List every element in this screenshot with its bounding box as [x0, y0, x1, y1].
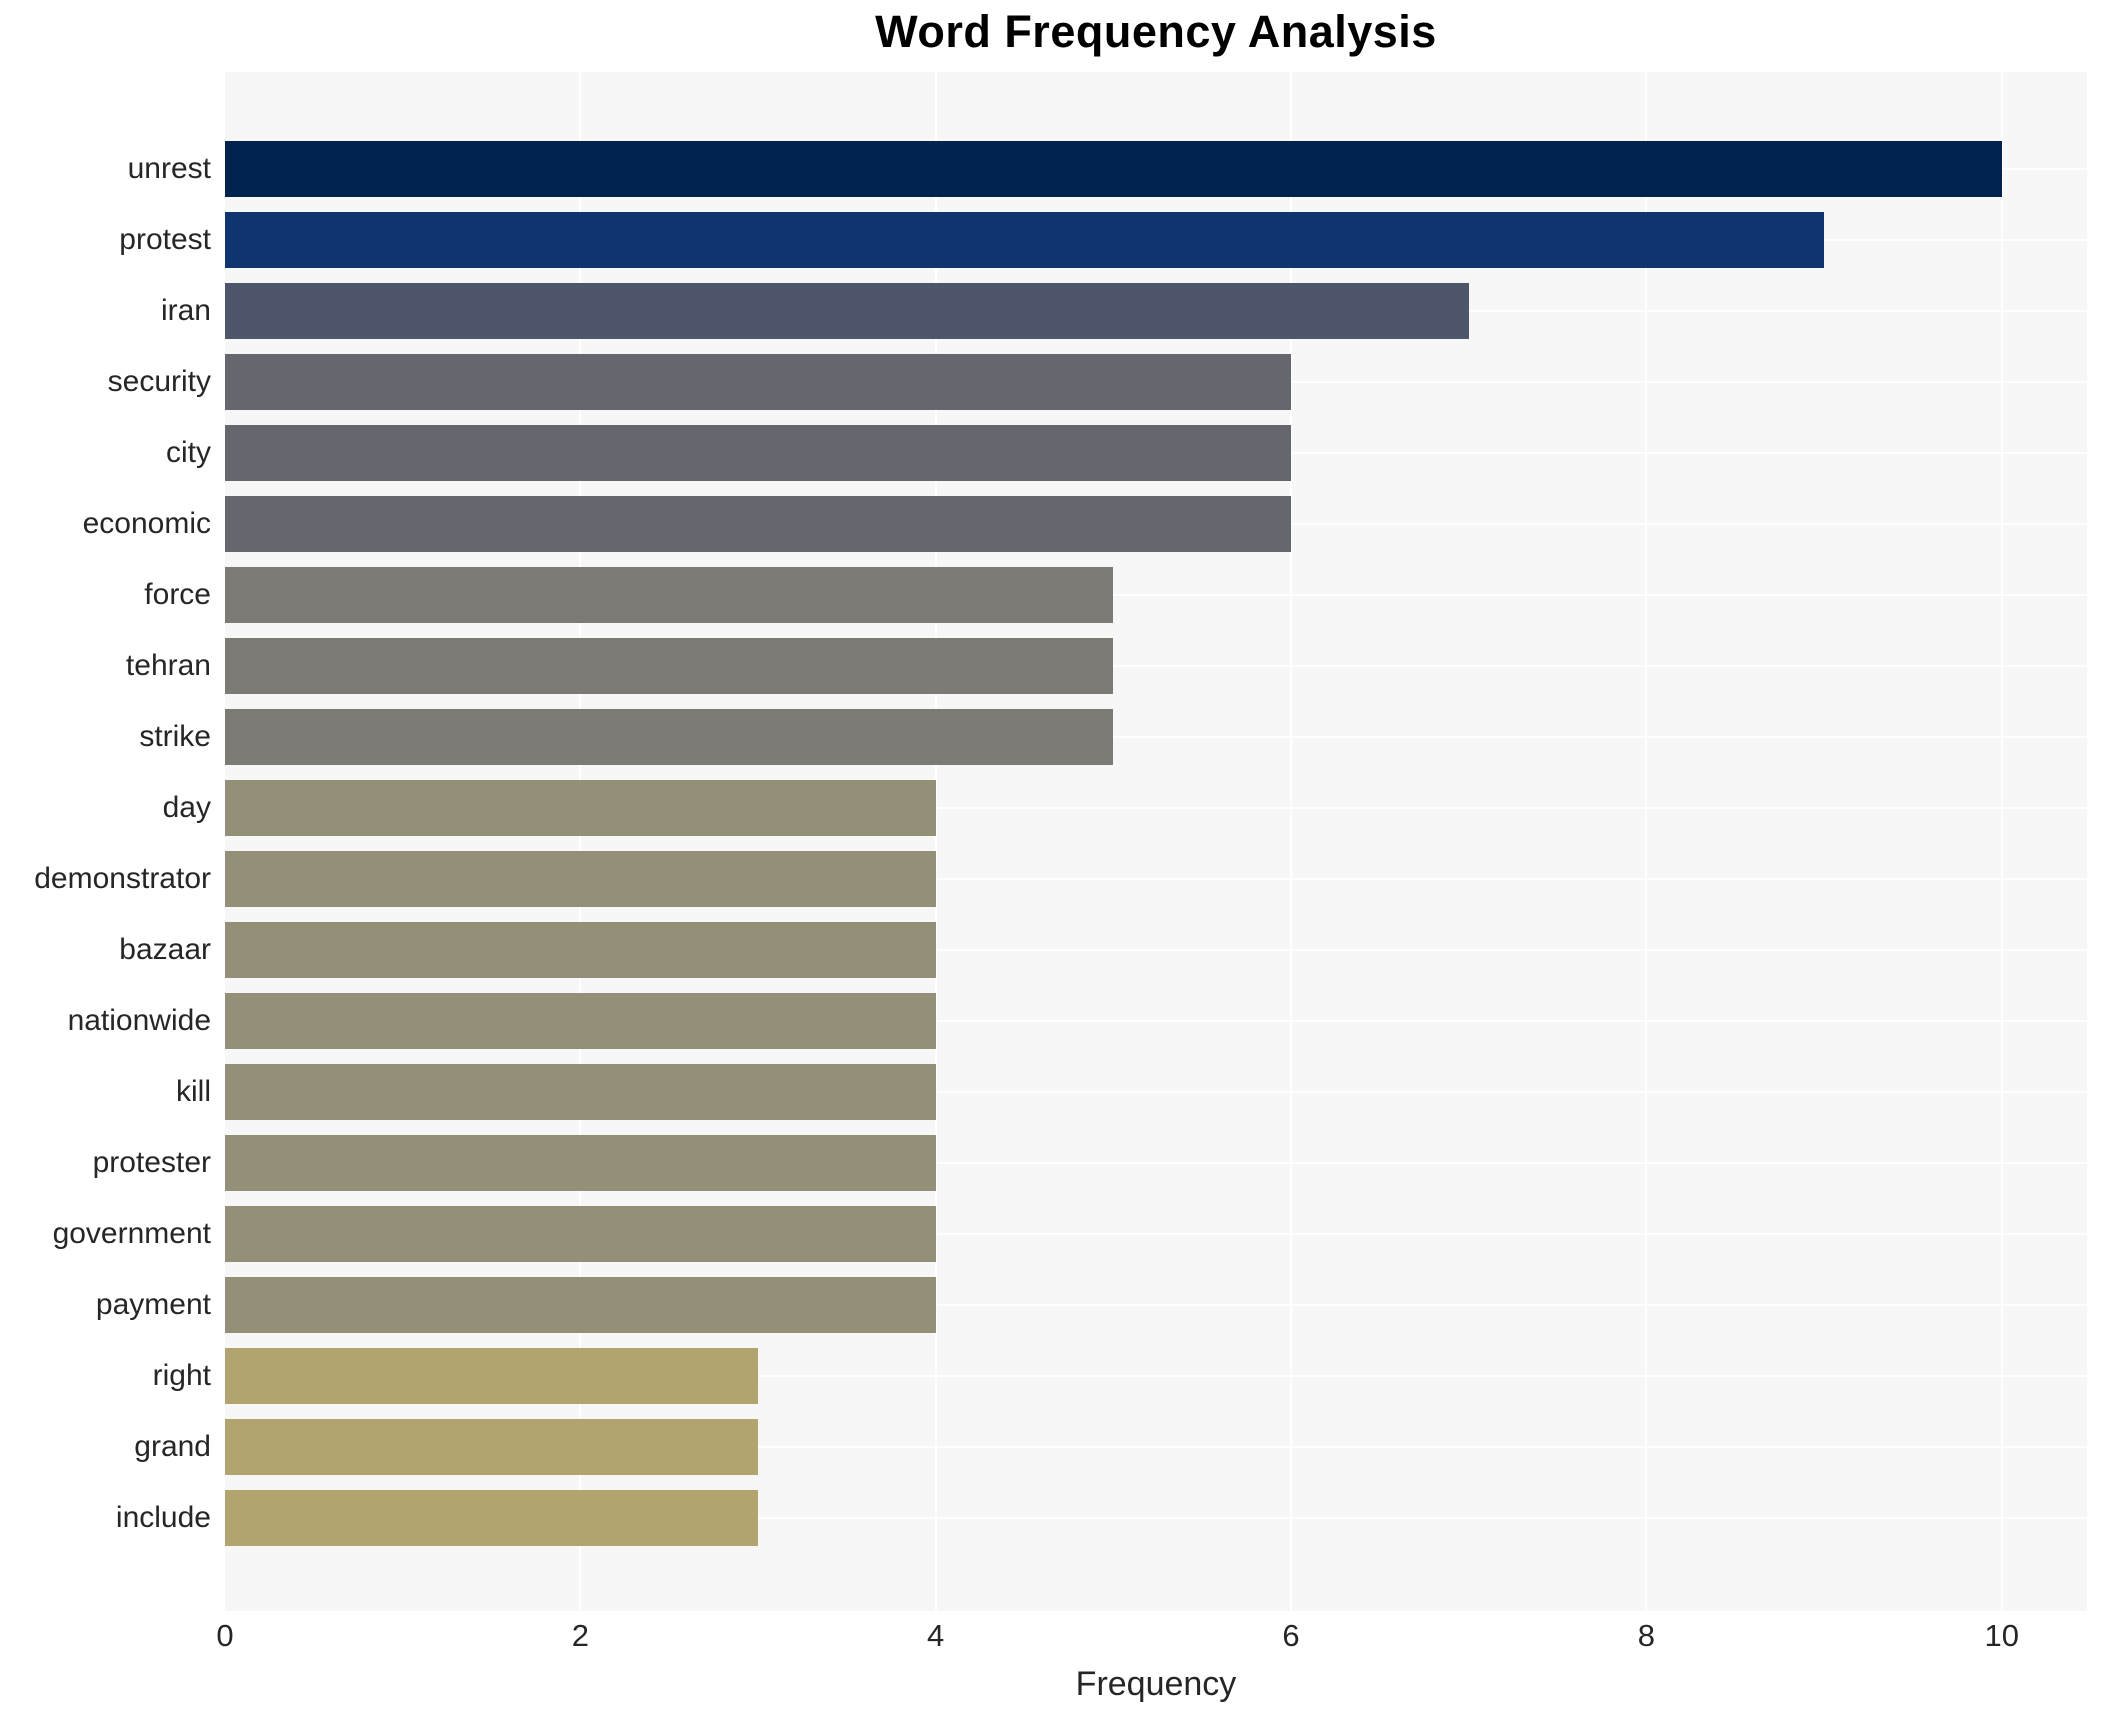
y-tick-label-unrest: unrest: [127, 152, 211, 185]
y-tick-label-demonstrator: demonstrator: [34, 862, 211, 895]
x-tick-label-0: 0: [216, 1618, 234, 1653]
y-tick-label-force: force: [144, 578, 211, 611]
x-tick-label-2: 2: [571, 1618, 589, 1653]
y-tick-label-iran: iran: [160, 294, 211, 327]
gridline-horizontal-government: [225, 1233, 2087, 1235]
gridline-vertical-6: [1290, 72, 1293, 1611]
y-tick-label-day: day: [162, 791, 211, 824]
bar-protest: [225, 212, 1825, 268]
gridline-horizontal-nationwide: [225, 1020, 2087, 1022]
y-tick-label-right: right: [152, 1359, 211, 1392]
plot-area: [225, 72, 2087, 1611]
y-tick-label-kill: kill: [176, 1075, 211, 1108]
bar-tehran: [225, 638, 1114, 694]
y-tick-label-protest: protest: [119, 223, 211, 256]
chart-title: Word Frequency Analysis: [875, 6, 1437, 57]
bar-grand: [225, 1419, 758, 1475]
bar-day: [225, 780, 936, 836]
bar-unrest: [225, 141, 2002, 197]
x-tick-label-8: 8: [1637, 1618, 1655, 1653]
gridline-horizontal-demonstrator: [225, 878, 2087, 880]
bar-iran: [225, 283, 1469, 339]
gridline-horizontal-protester: [225, 1162, 2087, 1164]
bar-payment: [225, 1277, 936, 1333]
y-tick-label-tehran: tehran: [125, 649, 211, 682]
x-tick-label-10: 10: [1984, 1618, 2019, 1653]
x-axis-label: Frequency: [1075, 1665, 1237, 1703]
y-tick-label-strike: strike: [139, 720, 211, 753]
gridline-horizontal-grand: [225, 1446, 2087, 1448]
gridline-horizontal-tehran: [225, 665, 2087, 667]
y-tick-label-payment: payment: [95, 1288, 211, 1321]
gridline-horizontal-day: [225, 807, 2087, 809]
gridline-horizontal-kill: [225, 1091, 2087, 1093]
bar-protester: [225, 1135, 936, 1191]
x-tick-label-4: 4: [927, 1618, 945, 1653]
bar-nationwide: [225, 993, 936, 1049]
bar-economic: [225, 496, 1292, 552]
y-tick-label-city: city: [166, 436, 211, 469]
bar-government: [225, 1206, 936, 1262]
y-tick-label-government: government: [52, 1217, 211, 1250]
y-tick-label-include: include: [115, 1501, 211, 1534]
gridline-vertical-4: [934, 72, 937, 1611]
y-tick-label-protester: protester: [92, 1146, 211, 1179]
bar-strike: [225, 709, 1114, 765]
bar-kill: [225, 1064, 936, 1120]
gridline-horizontal-payment: [225, 1304, 2087, 1306]
gridline-vertical-2: [579, 72, 582, 1611]
gridline-horizontal-force: [225, 594, 2087, 596]
gridline-horizontal-right: [225, 1375, 2087, 1377]
y-tick-label-bazaar: bazaar: [119, 933, 211, 966]
x-tick-label-6: 6: [1282, 1618, 1300, 1653]
bar-right: [225, 1348, 758, 1404]
gridline-horizontal-strike: [225, 736, 2087, 738]
bar-city: [225, 425, 1292, 481]
gridline-horizontal-bazaar: [225, 949, 2087, 951]
bar-security: [225, 354, 1292, 410]
y-tick-label-economic: economic: [82, 507, 211, 540]
gridline-vertical-10: [2000, 72, 2003, 1611]
gridline-horizontal-include: [225, 1517, 2087, 1519]
gridline-vertical-8: [1645, 72, 1648, 1611]
bar-bazaar: [225, 922, 936, 978]
y-tick-label-grand: grand: [134, 1430, 211, 1463]
y-tick-label-nationwide: nationwide: [67, 1004, 211, 1037]
bar-include: [225, 1490, 758, 1546]
bar-force: [225, 567, 1114, 623]
bar-demonstrator: [225, 851, 936, 907]
y-tick-label-security: security: [107, 365, 211, 398]
